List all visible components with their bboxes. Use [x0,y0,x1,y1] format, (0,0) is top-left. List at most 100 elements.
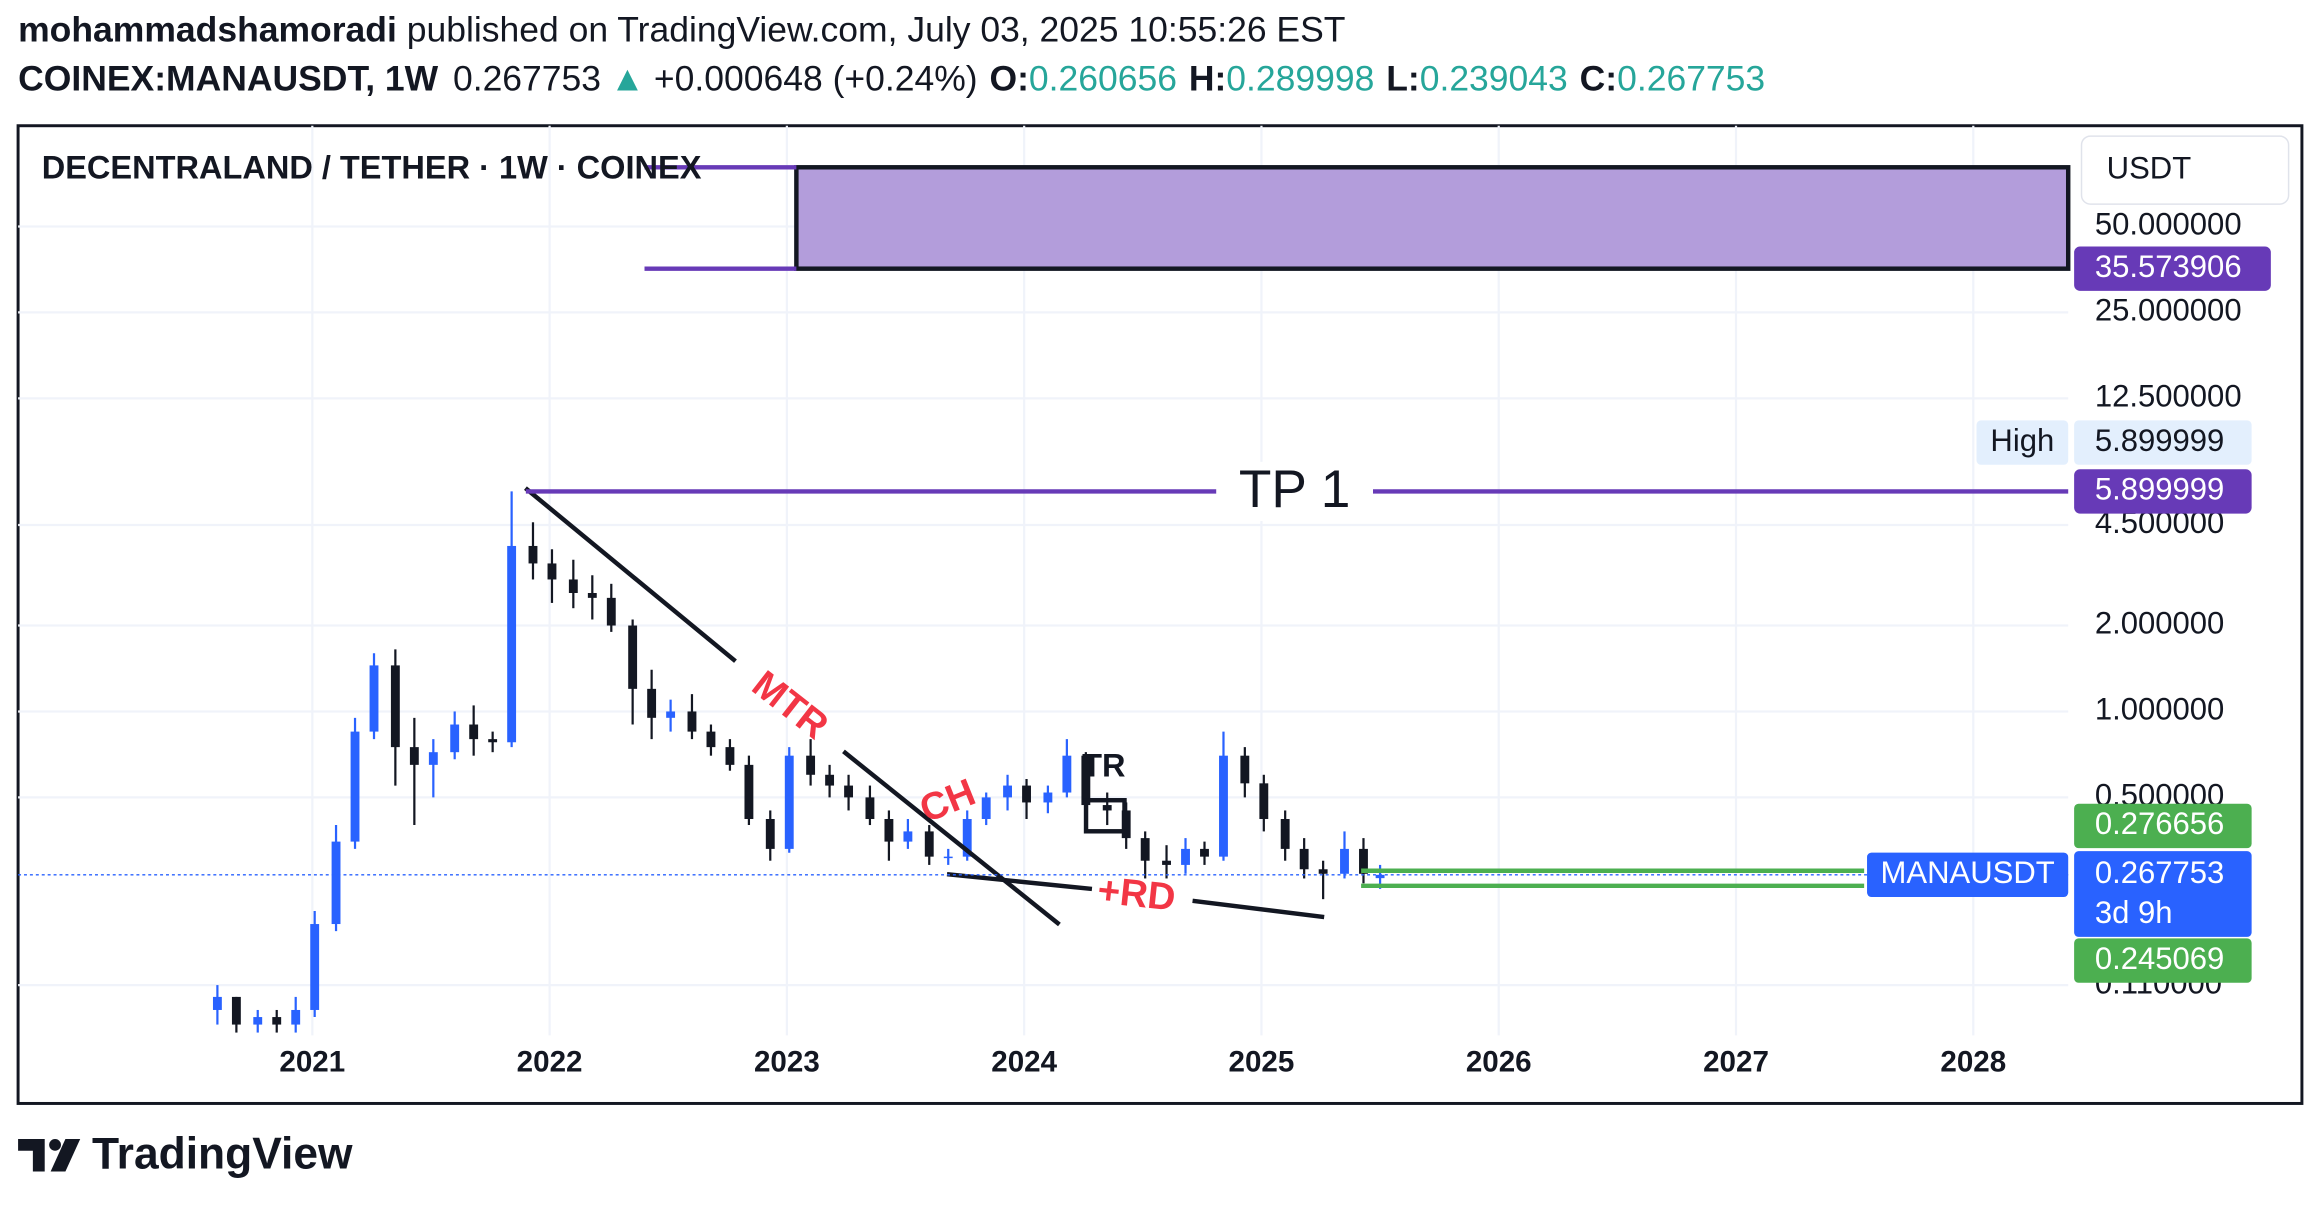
candle-body [428,752,438,765]
candle-body [844,785,854,798]
candle-body [253,1017,263,1025]
target-box [794,165,2071,271]
price-label-bg [2074,246,2271,291]
price-label: 5.899999 [2095,472,2225,507]
last-price-label: 0.267753 [2095,855,2225,890]
x-tick-label: 2027 [1703,1045,1769,1078]
candle-body [687,711,697,732]
chart-frame [16,124,2304,1105]
zone-label: 0.276656 [2095,806,2225,841]
candle-body [1240,755,1250,784]
candle-body [1043,792,1053,803]
trend-line [524,486,737,663]
candle-body [725,747,735,765]
candle-body [903,831,913,842]
candle-body [331,841,341,925]
candle-body [587,593,597,598]
last-price-bg [2074,851,2252,937]
high-value: 5.899999 [2095,423,2225,458]
currency: USDT [2107,150,2192,185]
symbol-label-bg [1867,852,2069,897]
candle-body [291,1009,301,1025]
last-price: 0.267753 [453,59,601,99]
zone-label: 0.245069 [2095,941,2225,976]
zone-label-bg [2074,938,2252,983]
candle-body [1219,755,1228,857]
candle-body [1359,848,1368,874]
change: +0.000648 (+0.24%) [654,59,978,99]
x-tick-label: 2025 [1229,1045,1295,1078]
tr-box [1083,798,1127,834]
countdown: 3d 9h [2095,895,2173,930]
candle-body [962,819,972,857]
y-tick-label: 2.000000 [2095,606,2225,641]
candle-body [1200,848,1209,857]
price-label: 35.573906 [2095,249,2242,284]
candle-body [1081,755,1091,806]
candle-body [784,755,794,849]
candle-body [310,924,320,1010]
candle-body [547,563,557,580]
low-value: 0.239043 [1420,59,1568,99]
y-tick-label: 25.000000 [2095,293,2242,328]
target-label-bg [1216,461,1373,521]
candle-body [1259,783,1269,820]
close-value: 0.267753 [1617,59,1765,99]
candle-body [488,739,498,743]
candle-body [628,625,638,689]
candle-body [469,724,479,740]
candle-body [390,665,400,748]
published: published on TradingView.com, July 03, 2… [407,10,1346,50]
header-line: mohammadshamoradi published on TradingVi… [18,10,1345,50]
x-tick-label: 2024 [991,1045,1057,1078]
candle-body [568,579,578,594]
candle-body [1102,805,1112,811]
candle-body [806,755,816,775]
candle-body [507,545,517,743]
zone-label-bg [2074,803,2252,849]
logo: TradingView [18,1129,353,1178]
candle-body [865,797,875,820]
candle-body [231,996,241,1025]
candle-body [666,711,676,718]
candle-body [369,665,379,732]
symbol-line: COINEX:MANAUSDT, 1W 0.267753 ▲ +0.000648 (+… [18,59,1765,99]
candle-body [1280,819,1290,849]
candle-body [744,764,754,820]
high-value: 0.289998 [1226,59,1374,99]
author: mohammadshamoradi [18,10,397,50]
candle-body [825,774,835,786]
logo-mark [49,1138,61,1151]
candle-body [212,996,222,1010]
candle-body [528,545,538,564]
x-tick-label: 2021 [279,1045,345,1078]
candle-body [1318,869,1328,874]
trend-line [1192,898,1325,920]
y-tick-label: 50.000000 [2095,207,2242,242]
y-tick-label: 12.500000 [2095,379,2242,414]
low-key: L: [1386,59,1420,99]
open-value: 0.260656 [1029,59,1177,99]
high-value-bg [2074,420,2252,465]
candle-body [706,731,716,748]
high-label-bg [1976,420,2069,465]
high-key: H: [1189,59,1226,99]
chart-title: DECENTRALAND / TETHER · 1W · COINEX [42,150,702,186]
brand: TradingView [92,1129,353,1178]
logo-mark [50,1138,81,1172]
candle-body [1340,848,1349,874]
candle-body [1181,848,1190,865]
trend-line [842,749,1061,927]
candle-body [1162,860,1171,865]
candle-body [765,819,775,849]
logo-mark [18,1138,45,1172]
candle-body [1022,785,1031,803]
candle-body [981,797,991,820]
candle-body [350,731,360,842]
candle-body [647,688,657,718]
open-key: O: [989,59,1028,99]
x-tick-label: 2023 [754,1045,820,1078]
currency-box [2080,135,2290,205]
candle-body [1140,838,1150,861]
